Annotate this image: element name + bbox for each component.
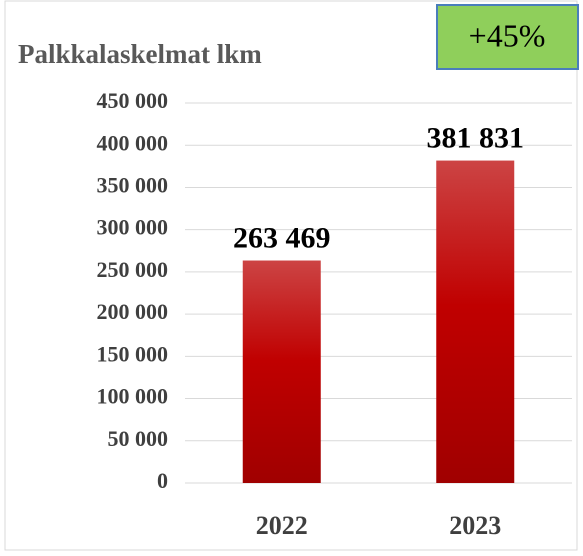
y-tick-label: 50 000 [108,426,169,451]
bar [242,260,321,483]
y-tick-label: 150 000 [97,341,169,366]
x-tick-label: 2023 [449,511,501,540]
y-tick-label: 450 000 [97,88,169,113]
y-tick-label: 100 000 [97,384,169,409]
y-tick-label: 350 000 [97,172,169,197]
y-tick-label: 250 000 [97,257,169,282]
y-tick-label: 300 000 [97,215,169,240]
bar [436,160,515,483]
annotation-box [436,4,579,70]
x-tick-label: 2022 [256,511,308,540]
y-tick-label: 0 [157,468,168,493]
y-tick-label: 200 000 [97,299,169,324]
y-tick-label: 400 000 [97,130,169,155]
annotation: +45% [469,17,546,53]
data-label: 381 831 [427,121,525,154]
chart-title: Palkkalaskelmat lkm [18,39,262,69]
data-label: 263 469 [233,221,331,254]
